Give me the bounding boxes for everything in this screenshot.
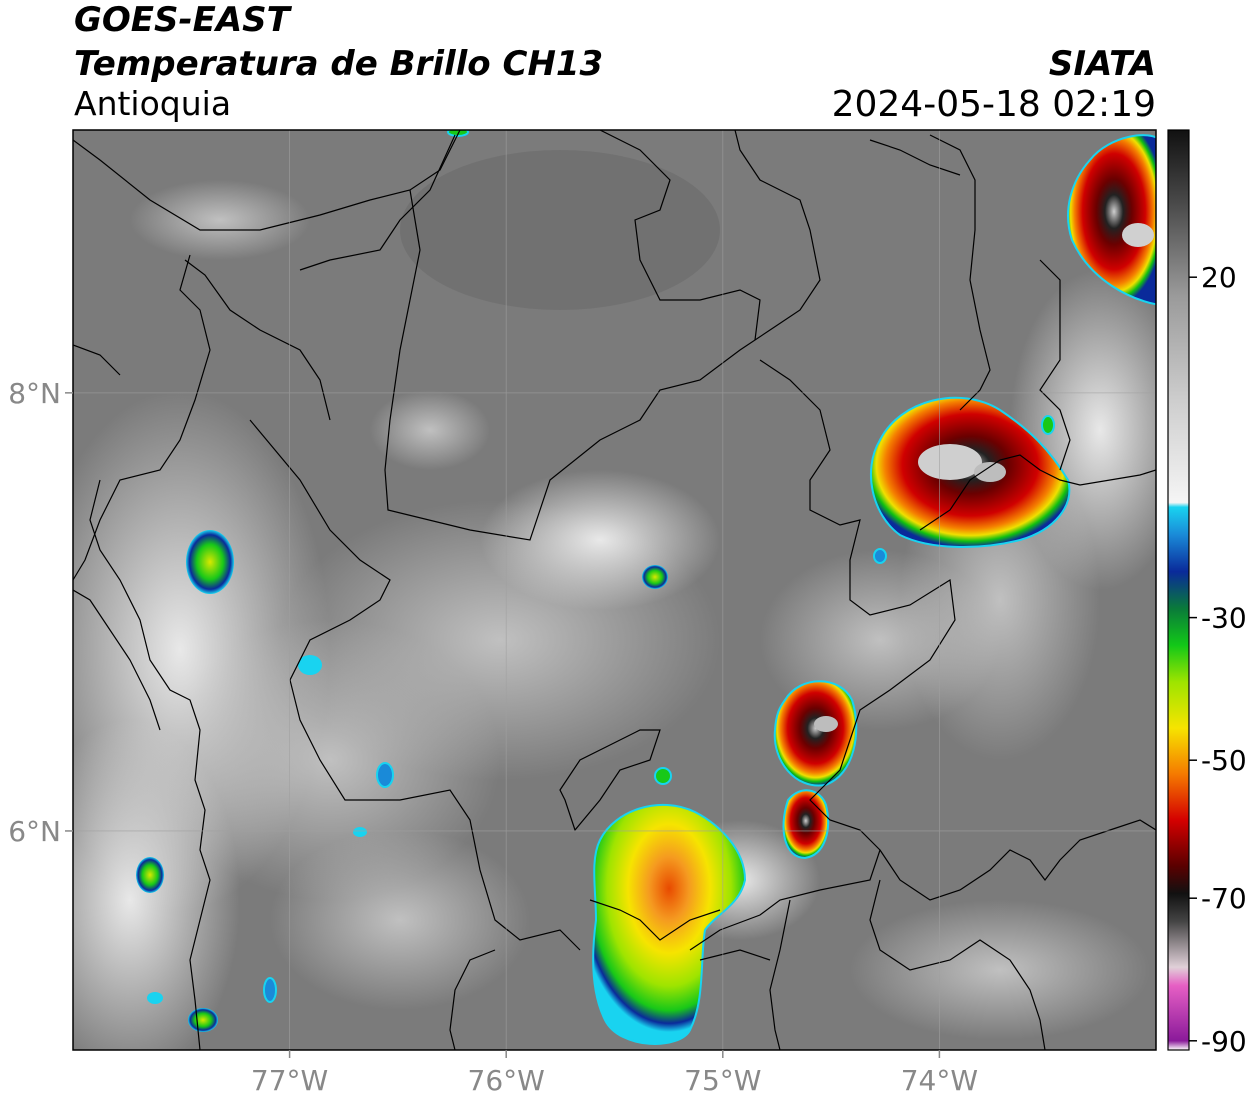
satellite-image	[73, 130, 1156, 1050]
lon-tick-label: 75°W	[684, 1064, 761, 1097]
colorbar-ticks: 20 -30 -50 -70 -90	[1189, 261, 1247, 1058]
agency-label: SIATA	[1048, 44, 1156, 84]
colorbar-tick-label: -90	[1201, 1025, 1247, 1058]
storm-cell-east	[869, 396, 1071, 548]
gridlines	[73, 130, 1156, 1050]
satellite-title: GOES-EAST	[74, 0, 290, 40]
map-frame	[72, 129, 1157, 1051]
product-title: Temperatura de Brillo CH13	[74, 44, 604, 84]
colorbar-tick-label: 20	[1201, 261, 1237, 294]
region-label: Antioquia	[74, 84, 232, 123]
colorbar: 20 -30 -50 -70 -90	[1167, 129, 1247, 1058]
lon-tick-label: 77°W	[251, 1064, 328, 1097]
small-cells	[136, 130, 1055, 1032]
lat-tick-label: 8°N	[8, 377, 61, 410]
colorbar-gradient	[1167, 129, 1190, 1051]
latitude-ticks: 8°N 6°N	[8, 377, 73, 848]
lat-tick-label: 6°N	[8, 815, 61, 848]
lon-tick-label: 74°W	[901, 1064, 978, 1097]
datetime-label: 2024-05-18 02:19	[831, 84, 1156, 125]
borders	[73, 130, 1156, 1050]
storm-cell-south	[592, 803, 747, 1045]
lon-tick-label: 76°W	[468, 1064, 545, 1097]
storm-cell-northeast	[1067, 134, 1156, 306]
colorbar-tick-label: -30	[1201, 602, 1247, 635]
longitude-ticks: 77°W 76°W 75°W 74°W	[251, 1050, 978, 1097]
colorbar-tick-label: -70	[1201, 882, 1247, 915]
colorbar-tick-label: -50	[1201, 744, 1247, 777]
